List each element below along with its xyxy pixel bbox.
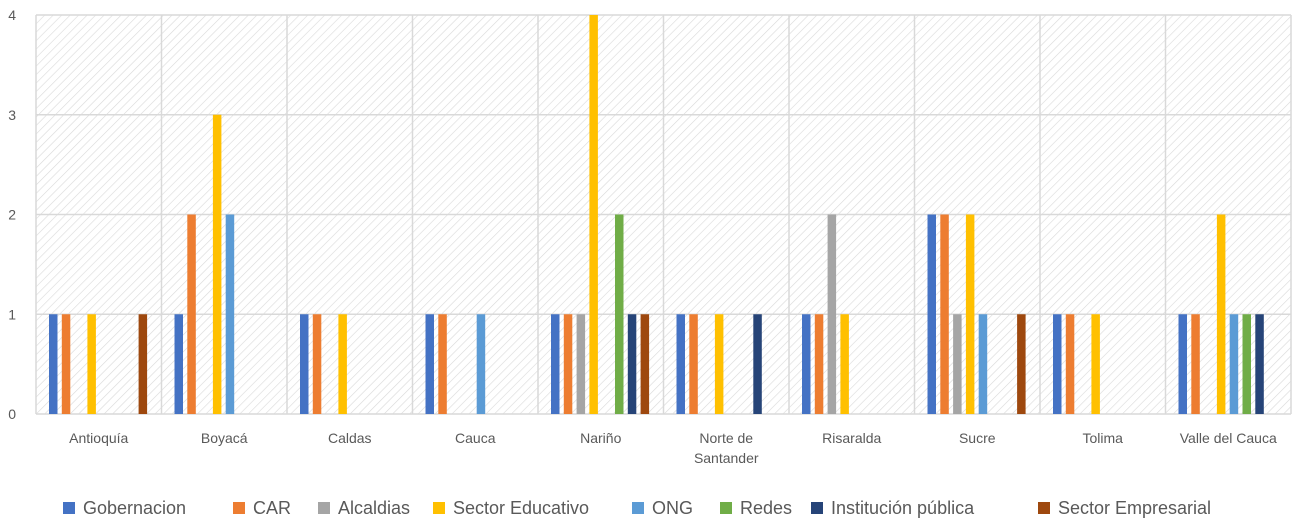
bar <box>978 314 988 414</box>
legend-label: Institución pública <box>831 498 975 518</box>
bar <box>953 314 962 414</box>
bar <box>1216 214 1226 414</box>
x-category-label: Risaralda <box>822 430 881 446</box>
x-category-label: Valle del Cauca <box>1180 430 1277 446</box>
bar <box>814 314 824 414</box>
legend-swatch <box>63 502 75 514</box>
legend-swatch <box>811 502 823 514</box>
bar <box>212 114 222 414</box>
y-axis-ticks: 0 1 2 3 4 <box>8 7 16 422</box>
legend-swatch <box>433 502 445 514</box>
legend-swatch <box>632 502 644 514</box>
bar <box>312 314 322 414</box>
legend-item: Gobernacion <box>63 498 186 518</box>
bar <box>840 314 849 414</box>
y-tick-label: 3 <box>8 107 16 123</box>
legend-swatch <box>720 502 732 514</box>
legend-swatch <box>233 502 245 514</box>
legend-label: Gobernacion <box>83 498 186 518</box>
bar <box>300 314 309 414</box>
legend-item: Sector Educativo <box>433 498 589 518</box>
bar <box>615 214 624 414</box>
bar <box>627 314 637 414</box>
bar <box>1229 314 1239 414</box>
bar <box>676 314 685 414</box>
y-tick-label: 0 <box>8 406 16 422</box>
legend-item: Redes <box>720 498 792 518</box>
bar <box>174 314 183 414</box>
bar <box>940 214 949 414</box>
bar <box>1242 314 1251 414</box>
bar <box>753 314 762 414</box>
bar <box>576 314 586 414</box>
legend-item: ONG <box>632 498 693 518</box>
bar <box>1065 314 1075 414</box>
x-axis-categories: Antioquía Boyacá Caldas Cauca Nariño Norte de… <box>69 430 1277 466</box>
legend-label: CAR <box>253 498 291 518</box>
x-category-label: Nariño <box>580 430 621 446</box>
bar <box>563 314 573 414</box>
bar <box>640 314 650 414</box>
legend-label: Alcaldias <box>338 498 410 518</box>
x-category-label: Caldas <box>328 430 372 446</box>
y-tick-label: 1 <box>8 306 16 322</box>
bar <box>87 314 96 414</box>
y-tick-label: 4 <box>8 7 16 23</box>
bar <box>965 214 975 414</box>
bars <box>49 15 1264 414</box>
x-category-label: Boyacá <box>201 430 248 446</box>
legend-label: Sector Empresarial <box>1058 498 1211 518</box>
legend-label: ONG <box>652 498 693 518</box>
bar <box>551 314 560 414</box>
legend: Gobernacion CAR Alcaldias Sector Educativo O… <box>63 498 1211 518</box>
bar <box>225 214 235 414</box>
bar <box>49 314 58 414</box>
x-category-label: Antioquía <box>69 430 128 446</box>
legend-item: CAR <box>233 498 291 518</box>
gridlines <box>35 14 1292 415</box>
bar <box>1255 314 1264 414</box>
bar <box>927 214 936 414</box>
bar <box>1091 314 1100 414</box>
x-category-label: Cauca <box>455 430 496 446</box>
bar <box>187 214 196 414</box>
bar <box>689 314 698 414</box>
bar <box>61 314 71 414</box>
bar <box>589 15 598 414</box>
bar <box>1053 314 1062 414</box>
legend-item: Alcaldias <box>318 498 410 518</box>
legend-swatch <box>1038 502 1050 514</box>
bar <box>1191 314 1200 414</box>
bar <box>138 314 148 414</box>
x-category-label: Sucre <box>959 430 996 446</box>
y-tick-label: 2 <box>8 207 16 223</box>
bar <box>1178 314 1187 414</box>
legend-item: Sector Empresarial <box>1038 498 1211 518</box>
bar <box>1017 314 1026 414</box>
bar <box>827 214 837 414</box>
legend-label: Sector Educativo <box>453 498 589 518</box>
legend-label: Redes <box>740 498 792 518</box>
bar <box>476 314 486 414</box>
bar <box>338 314 347 414</box>
bar <box>802 314 811 414</box>
legend-swatch <box>318 502 330 514</box>
bar <box>438 314 447 414</box>
x-category-label: Norte de Santander <box>694 430 759 466</box>
x-category-label: Tolima <box>1083 430 1124 446</box>
bar <box>425 314 434 414</box>
bar <box>714 314 724 414</box>
legend-item: Institución pública <box>811 498 975 518</box>
